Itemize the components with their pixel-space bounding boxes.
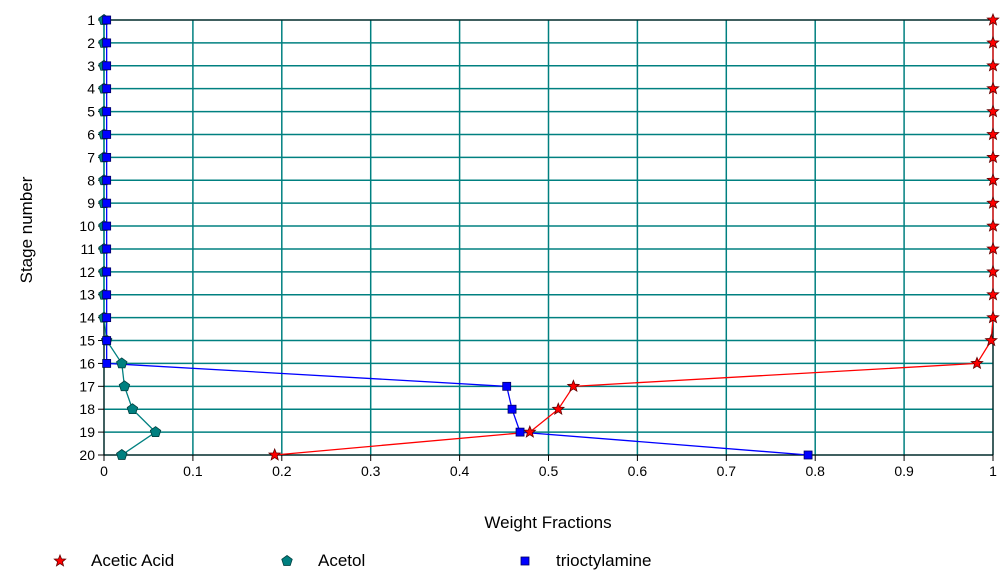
data-point-trioctylamine <box>102 175 112 185</box>
data-point-acetic-acid <box>986 264 1000 278</box>
data-point-trioctylamine <box>102 244 112 254</box>
x-axis-ticks: 0 0.1 0.2 0.3 0.4 0.5 0.6 0.7 0.8 0.9 1 <box>100 455 997 479</box>
x-tick-label: 0.1 <box>183 463 203 479</box>
y-tick-label: 10 <box>79 218 95 234</box>
data-point-trioctylamine <box>102 84 112 94</box>
data-point-acetic-acid <box>523 425 537 438</box>
data-point-acetic-acid <box>986 58 1000 72</box>
legend-item-acetic-acid: Acetic Acid <box>53 551 174 570</box>
data-point-acetol <box>126 403 139 415</box>
plot-area <box>103 19 994 456</box>
y-tick-label: 5 <box>87 104 95 120</box>
data-point-acetic-acid <box>986 35 1000 49</box>
data-point-trioctylamine <box>102 221 112 231</box>
data-point-trioctylamine <box>102 152 112 162</box>
data-point-acetic-acid <box>566 379 581 393</box>
y-tick-label: 13 <box>79 287 95 303</box>
legend-label-trioctylamine: trioctylamine <box>556 551 651 570</box>
data-point-acetic-acid <box>986 104 1000 118</box>
data-point-trioctylamine <box>102 198 112 208</box>
data-point-trioctylamine <box>102 15 112 25</box>
series-line-acetic-acid <box>274 20 994 456</box>
data-point-trioctylamine <box>507 404 517 414</box>
legend: Acetic Acid Acetol trioctylamine <box>53 551 651 570</box>
data-point-acetol <box>118 380 131 392</box>
data-point-trioctylamine <box>502 381 512 391</box>
data-point-trioctylamine <box>102 336 112 345</box>
x-tick-label: 0.5 <box>539 463 559 479</box>
x-tick-label: 0.9 <box>894 463 914 479</box>
data-point-acetic-acid <box>986 81 1000 95</box>
data-point-acetic-acid <box>551 402 566 415</box>
data-point-acetic-acid <box>986 218 1000 232</box>
y-tick-label: 2 <box>87 35 95 51</box>
legend-label-acetol: Acetol <box>318 551 365 570</box>
data-point-trioctylamine <box>102 107 112 116</box>
y-tick-label: 1 <box>87 12 95 28</box>
y-tick-label: 8 <box>87 172 95 188</box>
data-point-acetol <box>116 449 128 460</box>
x-tick-label: 0.4 <box>450 463 470 479</box>
data-point-acetol <box>149 426 162 437</box>
y-tick-label: 6 <box>87 126 95 142</box>
legend-marker-trioctylamine <box>520 556 530 566</box>
x-tick-label: 1 <box>989 463 997 479</box>
y-tick-label: 9 <box>87 195 95 211</box>
x-tick-label: 0.2 <box>272 463 292 479</box>
data-point-acetic-acid <box>986 150 1000 164</box>
data-point-acetic-acid <box>984 333 998 347</box>
data-point-trioctylamine <box>803 450 813 460</box>
data-point-acetic-acid <box>267 447 282 461</box>
data-point-acetic-acid <box>986 173 1000 187</box>
legend-item-acetol: Acetol <box>281 551 365 570</box>
y-tick-label: 17 <box>79 378 95 394</box>
legend-marker-acetol <box>281 555 293 566</box>
y-tick-label: 19 <box>79 424 95 440</box>
legend-item-trioctylamine: trioctylamine <box>520 551 651 570</box>
x-tick-label: 0.7 <box>717 463 737 479</box>
data-point-trioctylamine <box>102 290 112 300</box>
x-tick-label: 0 <box>100 463 108 479</box>
data-point-acetic-acid <box>986 241 1000 255</box>
data-point-trioctylamine <box>102 267 112 277</box>
data-point-trioctylamine <box>102 359 112 368</box>
data-point-trioctylamine <box>102 130 112 139</box>
y-axis-title: Stage number <box>17 176 36 283</box>
y-tick-label: 7 <box>87 149 95 165</box>
data-point-acetic-acid <box>986 196 1000 209</box>
data-point-acetol <box>116 357 128 369</box>
y-tick-label: 4 <box>87 81 95 97</box>
y-tick-label: 3 <box>87 58 95 74</box>
data-point-acetic-acid <box>986 12 1000 26</box>
y-tick-label: 12 <box>79 264 95 280</box>
x-tick-label: 0.6 <box>628 463 648 479</box>
data-point-acetic-acid <box>986 127 1000 141</box>
data-point-trioctylamine <box>102 61 112 71</box>
y-tick-label: 14 <box>79 310 95 326</box>
data-point-trioctylamine <box>102 38 112 48</box>
y-tick-label: 11 <box>80 241 95 257</box>
legend-label-acetic-acid: Acetic Acid <box>91 551 174 570</box>
x-tick-label: 0.8 <box>805 463 825 479</box>
data-point-trioctylamine <box>102 313 112 323</box>
data-point-trioctylamine <box>515 427 525 437</box>
legend-marker-acetic-acid <box>53 553 67 567</box>
data-point-acetic-acid <box>986 310 1000 324</box>
data-point-acetic-acid <box>970 356 984 370</box>
x-tick-label: 0.3 <box>361 463 381 479</box>
x-axis-title: Weight Fractions <box>484 513 611 532</box>
data-point-acetic-acid <box>986 287 1000 301</box>
y-tick-label: 16 <box>79 355 95 371</box>
series-markers <box>98 12 1000 461</box>
y-tick-label: 15 <box>79 333 95 349</box>
y-tick-label: 20 <box>79 447 95 463</box>
y-tick-label: 18 <box>79 401 95 417</box>
